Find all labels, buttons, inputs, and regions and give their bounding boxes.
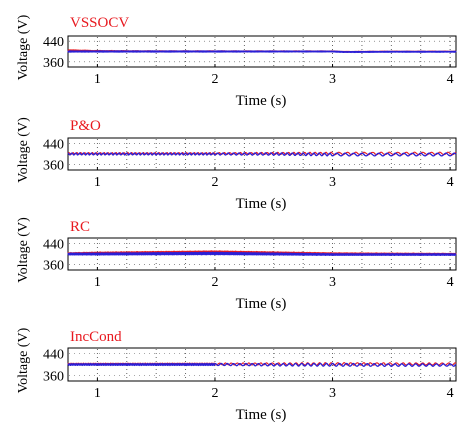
y-axis-label: Voltage (V) (16, 327, 31, 393)
gridlines (69, 139, 455, 169)
x-tick-label: 3 (329, 175, 336, 190)
x-axis-label: Time (s) (236, 196, 287, 212)
x-tick-label: 1 (94, 275, 101, 290)
x-tick-label: 2 (211, 386, 218, 401)
y-tick-label: 440 (43, 348, 64, 363)
y-tick-label: 360 (43, 159, 64, 174)
y-tick-label: 360 (43, 370, 64, 385)
gridlines (69, 37, 455, 66)
y-tick-label: 360 (43, 259, 64, 274)
y-tick-label: 440 (43, 237, 64, 252)
x-tick-label: 3 (329, 386, 336, 401)
panel-title: P&O (70, 118, 101, 134)
x-axis-label: Time (s) (236, 296, 287, 312)
y-tick-label: 440 (43, 137, 64, 152)
x-axis-label: Time (s) (236, 93, 287, 109)
y-axis-label: Voltage (V) (16, 14, 31, 80)
x-tick-label: 1 (94, 175, 101, 190)
chart-panel-vssocv: VSSOCV Voltage (V) Time (s) 1 2 3 4 440 360 (16, 14, 457, 109)
panel-title: VSSOCV (70, 15, 129, 31)
x-tick-label: 3 (329, 72, 336, 87)
chart-panel-po: P&O Voltage (V) Time (s) 1 2 3 4 440 360 (16, 117, 457, 212)
chart-panel-inccond: IncCond Voltage (V) Time (s) 1 2 3 4 440 360 (16, 327, 457, 423)
x-tick-label: 3 (329, 275, 336, 290)
chart-panel-rc: RC Voltage (V) Time (s) 1 2 3 4 440 360 (16, 217, 457, 312)
x-axis-label: Time (s) (236, 407, 287, 423)
x-tick-label: 4 (447, 386, 454, 401)
x-tick-label: 4 (447, 275, 454, 290)
y-axis-label: Voltage (V) (16, 217, 31, 283)
series-line-blue (67, 362, 457, 367)
y-tick-label: 440 (43, 35, 64, 50)
series-line-blue (67, 50, 457, 54)
panel-title: RC (70, 219, 90, 235)
series-line-red (67, 151, 457, 156)
x-tick-label: 2 (211, 175, 218, 190)
y-tick-label: 360 (43, 56, 64, 71)
y-axis-label: Voltage (V) (16, 117, 31, 183)
x-tick-label: 1 (94, 72, 101, 87)
x-tick-label: 1 (94, 386, 101, 401)
x-tick-label: 2 (211, 72, 218, 87)
series-line-blue (67, 152, 457, 157)
series-line-blue (67, 251, 457, 257)
x-tick-label: 2 (211, 275, 218, 290)
gridlines (69, 239, 455, 269)
x-tick-label: 4 (447, 175, 454, 190)
x-tick-label: 4 (447, 72, 454, 87)
panel-title: IncCond (70, 329, 122, 345)
